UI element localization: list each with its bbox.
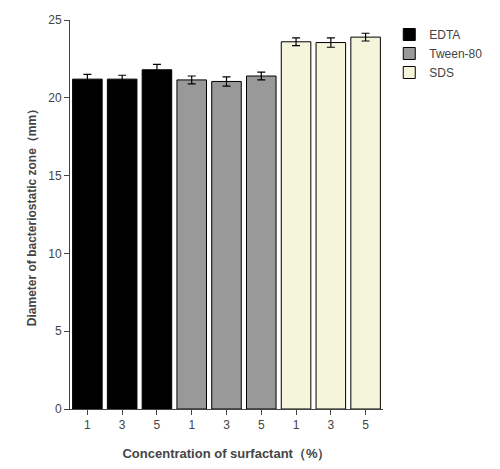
- svg-text:3: 3: [327, 418, 334, 432]
- svg-text:SDS: SDS: [429, 66, 454, 80]
- svg-text:10: 10: [48, 247, 62, 261]
- svg-text:3: 3: [119, 418, 126, 432]
- svg-text:5: 5: [258, 418, 265, 432]
- svg-text:25: 25: [48, 13, 62, 27]
- svg-text:0: 0: [55, 402, 62, 416]
- svg-text:1: 1: [188, 418, 195, 432]
- svg-text:Concentration of surfactant（%）: Concentration of surfactant（%）: [122, 446, 330, 461]
- svg-text:20: 20: [48, 91, 62, 105]
- svg-text:1: 1: [293, 418, 300, 432]
- svg-text:5: 5: [55, 324, 62, 338]
- svg-text:5: 5: [362, 418, 369, 432]
- svg-text:3: 3: [223, 418, 230, 432]
- svg-text:5: 5: [154, 418, 161, 432]
- svg-text:15: 15: [48, 169, 62, 183]
- svg-text:EDTA: EDTA: [429, 28, 460, 42]
- svg-text:Diameter of bacteriostatic zon: Diameter of bacteriostatic zone（mm）: [25, 103, 39, 326]
- svg-text:1: 1: [84, 418, 91, 432]
- svg-text:Tween-80: Tween-80: [429, 47, 482, 61]
